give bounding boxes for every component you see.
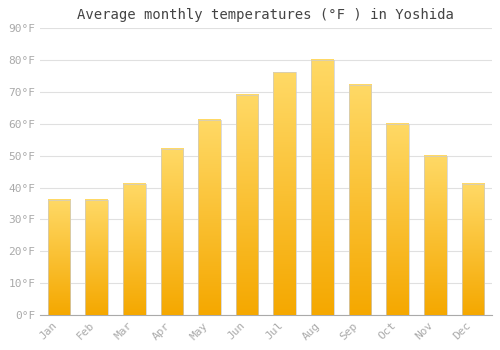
Bar [198,120,221,315]
Title: Average monthly temperatures (°F ) in Yoshida: Average monthly temperatures (°F ) in Yo… [78,8,454,22]
Bar [86,200,108,315]
Bar [274,72,296,315]
Bar [160,149,183,315]
Bar [236,95,258,315]
Bar [311,60,334,315]
Bar [462,184,484,315]
Bar [386,124,409,315]
Bar [424,155,446,315]
Bar [348,85,372,315]
Bar [48,200,70,315]
Bar [123,184,146,315]
